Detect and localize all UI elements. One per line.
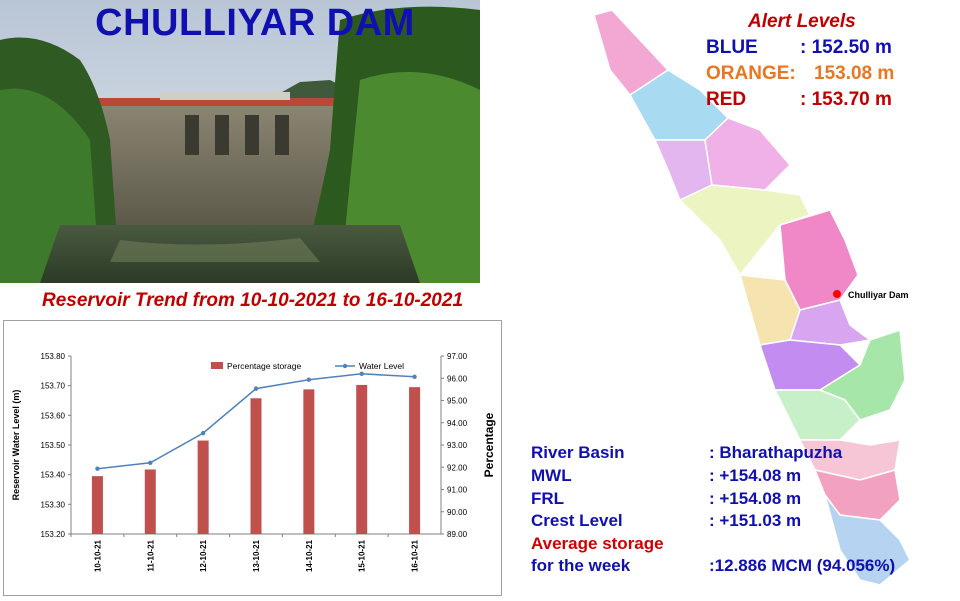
water-level-point <box>253 386 259 391</box>
reservoir-trend-chart: 153.20 153.30 153.40 153.50 153.60 153.70 153.… <box>3 320 502 596</box>
river-basin-value: : Bharathapuzha <box>709 443 843 462</box>
dam-photo <box>0 0 480 283</box>
dam-location-marker <box>833 290 841 298</box>
y-tick-label: 153.70 <box>41 382 66 391</box>
y2-tick-label: 97.00 <box>447 352 468 361</box>
info-river-basin: River Basin : Bharathapuzha <box>531 443 842 463</box>
water-level-point <box>306 377 312 382</box>
dam-title: CHULLIYAR DAM <box>95 2 415 44</box>
x-tick-label: 11-10-21 <box>146 539 155 571</box>
y2-tick-label: 93.00 <box>447 441 468 450</box>
y-tick-label: 153.30 <box>41 500 66 509</box>
alert-orange-value: 153.08 m <box>814 63 895 84</box>
bar-percentage-storage <box>303 389 315 534</box>
chart-title: Reservoir Trend from 10-10-2021 to 16-10… <box>41 290 464 311</box>
y-tick-label: 153.40 <box>41 471 66 480</box>
legend-label-bars: Percentage storage <box>227 361 301 371</box>
alert-red-label: RED <box>706 89 747 110</box>
mwl-value: : +154.08 m <box>709 466 802 485</box>
bar-percentage-storage <box>144 469 156 534</box>
bar-percentage-storage <box>197 440 209 534</box>
alert-blue: BLUE : 152.50 m <box>706 37 892 59</box>
y-axis-title: Reservoir Water Level (m) <box>11 390 21 501</box>
avg-storage-label-line2: for the week <box>531 556 631 575</box>
legend-marker-line <box>342 363 348 369</box>
y2-tick-label: 92.00 <box>447 463 468 472</box>
mwl-label: MWL <box>531 466 572 485</box>
alert-blue-label: BLUE <box>706 37 758 58</box>
crest-level-value: : +151.03 m <box>709 511 802 530</box>
x-tick-label: 16-10-21 <box>411 539 420 572</box>
y2-axis-title: Percentage <box>482 412 496 477</box>
x-tick-label: 10-10-21 <box>93 539 102 572</box>
info-crest-level: Crest Level : +151.03 m <box>531 511 801 531</box>
water-level-point <box>359 371 364 376</box>
alert-orange: ORANGE: 153.08 m <box>706 63 894 85</box>
water-level-point <box>412 374 417 379</box>
water-level-point <box>200 430 206 436</box>
info-mwl: MWL : +154.08 m <box>531 466 801 486</box>
y-tick-label: 153.80 <box>41 352 66 361</box>
x-tick-label: 15-10-21 <box>358 539 367 572</box>
water-level-point <box>148 460 153 465</box>
y2-tick-label: 90.00 <box>447 508 468 517</box>
y-tick-label: 153.60 <box>41 411 66 420</box>
bar-percentage-storage <box>250 398 262 534</box>
y2-tick-label: 91.00 <box>447 486 468 495</box>
crest-level-label: Crest Level <box>531 511 623 530</box>
legend-swatch-bars <box>211 362 223 369</box>
legend-label-line: Water Level <box>359 361 404 371</box>
avg-storage-value: :12.886 MCM (94.056%) <box>709 556 896 575</box>
river-basin-label: River Basin <box>531 443 625 462</box>
x-tick-label: 12-10-21 <box>199 539 208 572</box>
alert-blue-value: : 152.50 m <box>800 37 892 58</box>
bar-percentage-storage <box>356 384 368 534</box>
chart-legend: Percentage storage Water Level <box>211 361 404 371</box>
alert-levels-title: Alert Levels <box>748 11 856 32</box>
y2-tick-label: 95.00 <box>447 397 468 406</box>
x-tick-label: 14-10-21 <box>305 539 314 572</box>
kerala-map: Chulliyar Dam <box>570 5 930 595</box>
frl-value: : +154.08 m <box>709 489 802 508</box>
bar-percentage-storage <box>409 387 421 534</box>
y2-tick-label: 89.00 <box>447 530 468 539</box>
info-frl: FRL : +154.08 m <box>531 489 801 509</box>
alert-orange-label: ORANGE: <box>706 63 796 84</box>
dam-location-label: Chulliyar Dam <box>848 290 909 300</box>
info-avg-storage: for the week :12.886 MCM (94.056%) <box>531 556 895 576</box>
avg-storage-label-line1: Average storage <box>531 534 664 553</box>
bar-percentage-storage <box>91 476 103 534</box>
frl-label: FRL <box>531 489 565 508</box>
water-level-point <box>95 466 100 471</box>
y2-tick-label: 94.00 <box>447 419 468 428</box>
alert-red: RED : 153.70 m <box>706 89 892 111</box>
alert-red-value: : 153.70 m <box>800 89 892 110</box>
y-tick-label: 153.50 <box>41 441 66 450</box>
y2-tick-label: 96.00 <box>447 374 468 383</box>
y-tick-label: 153.20 <box>41 530 66 539</box>
x-tick-label: 13-10-21 <box>252 539 261 572</box>
